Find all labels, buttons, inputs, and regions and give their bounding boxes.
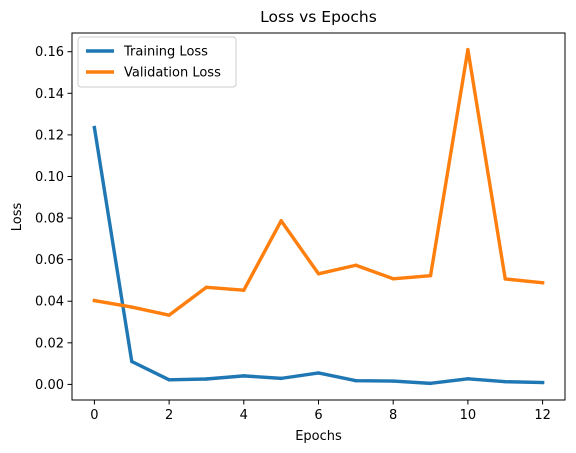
- x-tick-label: 10: [460, 408, 477, 423]
- data-point: [92, 298, 97, 303]
- data-point: [167, 378, 171, 382]
- data-point: [242, 374, 246, 378]
- y-tick-label: 0.06: [35, 253, 64, 268]
- x-tick-label: 4: [240, 408, 248, 423]
- data-point: [167, 313, 171, 317]
- data-point: [391, 379, 395, 383]
- data-point: [92, 125, 97, 130]
- y-tick-label: 0.02: [35, 336, 64, 351]
- x-tick-label: 12: [534, 408, 551, 423]
- data-point: [130, 359, 134, 364]
- data-point: [204, 285, 209, 289]
- y-tick-label: 0.14: [35, 87, 64, 102]
- data-point: [279, 376, 283, 381]
- data-point: [466, 47, 470, 52]
- legend-label: Validation Loss: [124, 66, 221, 81]
- chart-title: Loss vs Epochs: [260, 8, 377, 26]
- data-point: [428, 273, 433, 278]
- data-point: [503, 380, 507, 384]
- plot-area: 0 2 4 6 8 10 12 0.00 0.02 0.04 0.06 0.08 0.10 0.12 0.1…: [35, 32, 566, 423]
- y-tick-label: 0.08: [35, 212, 64, 227]
- data-point: [316, 371, 321, 375]
- y-tick-label: 0.16: [35, 45, 64, 60]
- data-point: [242, 288, 246, 292]
- data-point: [316, 272, 321, 276]
- data-point: [540, 380, 545, 385]
- y-tick-label: 0.00: [35, 378, 64, 393]
- data-point: [204, 377, 209, 381]
- x-tick-label: 2: [165, 408, 173, 423]
- data-point: [428, 381, 433, 386]
- legend-label: Training Loss: [123, 45, 208, 60]
- x-tick-label: 0: [90, 408, 98, 423]
- y-tick-label: 0.04: [35, 295, 64, 310]
- x-axis-title: Epochs: [295, 429, 342, 444]
- y-tick-label: 0.12: [35, 128, 64, 143]
- x-tick-label: 6: [314, 408, 322, 423]
- data-point: [279, 219, 283, 223]
- data-point: [466, 377, 470, 381]
- data-point: [354, 263, 358, 267]
- y-axis-title: Loss: [10, 203, 25, 232]
- y-tick-label: 0.10: [35, 170, 64, 185]
- data-point: [354, 378, 358, 383]
- data-point: [503, 277, 507, 281]
- data-point: [391, 277, 395, 281]
- data-point: [540, 281, 545, 285]
- legend-box: [77, 36, 237, 88]
- data-point: [130, 305, 134, 309]
- legend: Training Loss Validation Loss: [77, 36, 237, 88]
- x-tick-label: 8: [389, 408, 397, 423]
